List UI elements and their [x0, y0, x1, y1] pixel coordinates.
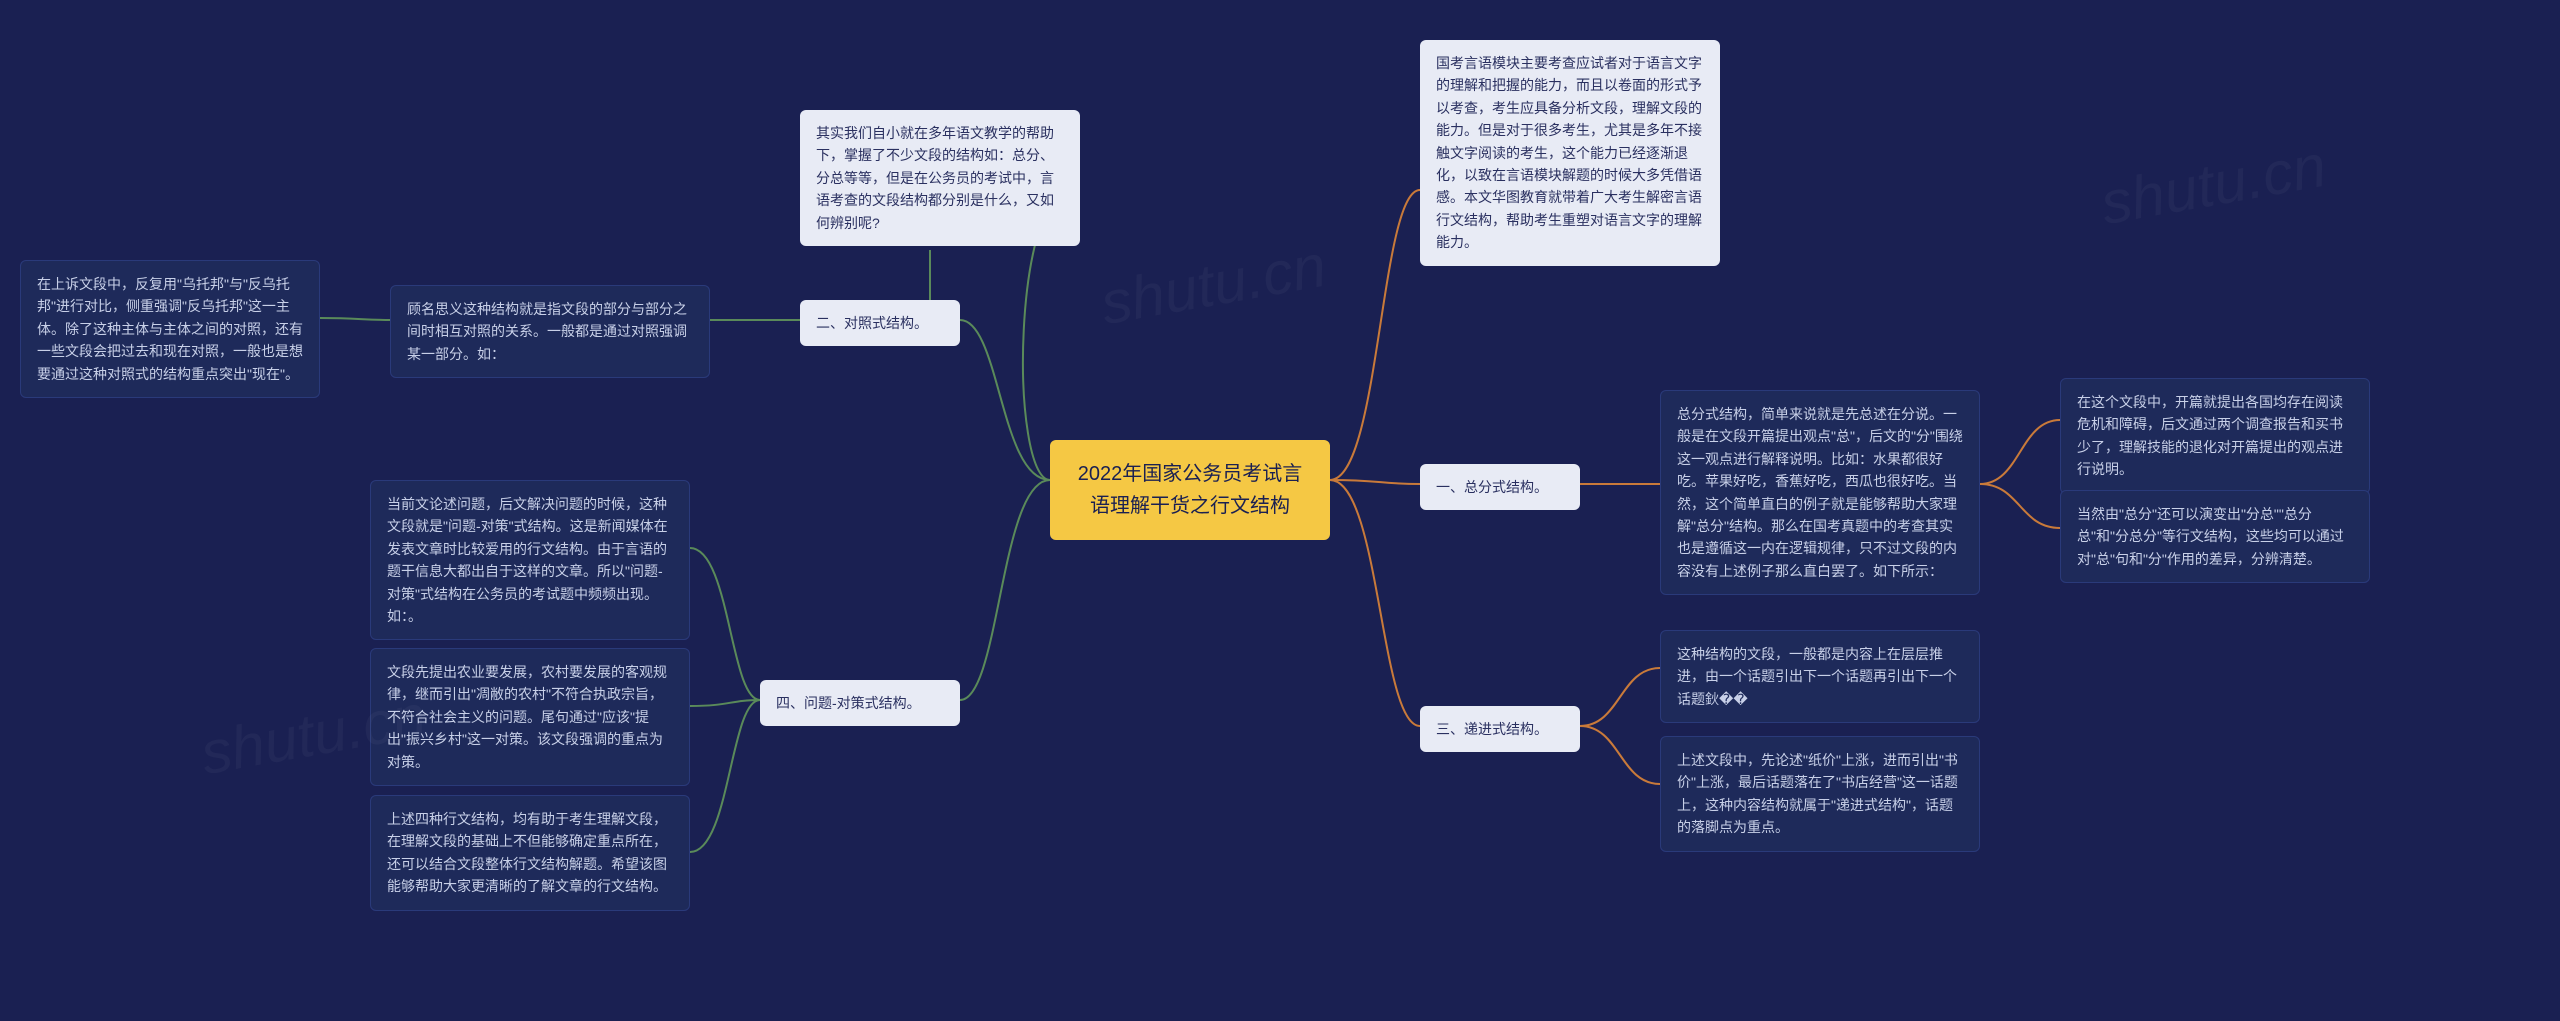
branch1-body: 总分式结构，简单来说就是先总述在分说。一般是在文段开篇提出观点"总"，后文的"分…: [1660, 390, 1980, 595]
branch2-body: 顾名思义这种结构就是指文段的部分与部分之间时相互对照的关系。一般都是通过对照强调…: [390, 285, 710, 378]
branch4-sub3: 上述四种行文结构，均有助于考生理解文段，在理解文段的基础上不但能够确定重点所在，…: [370, 795, 690, 911]
intro-node: 国考言语模块主要考查应试者对于语言文字的理解和把握的能力，而且以卷面的形式予以考…: [1420, 40, 1720, 266]
branch2-sub1: 在上诉文段中，反复用"乌托邦"与"反乌托邦"进行对比，侧重强调"反乌托邦"这一主…: [20, 260, 320, 398]
branch1-title[interactable]: 一、总分式结构。: [1420, 464, 1580, 510]
branch1-sub1: 在这个文段中，开篇就提出各国均存在阅读危机和障碍，后文通过两个调查报告和买书少了…: [2060, 378, 2370, 494]
watermark: shutu.cn: [2096, 131, 2331, 238]
root-node[interactable]: 2022年国家公务员考试言 语理解干货之行文结构: [1050, 440, 1330, 540]
branch1-sub2: 当然由"总分"还可以演变出"分总""总分总"和"分总分"等行文结构，这些均可以通…: [2060, 490, 2370, 583]
branch2-intro: 其实我们自小就在多年语文教学的帮助下，掌握了不少文段的结构如：总分、分总等等，但…: [800, 110, 1080, 246]
branch4-sub2: 文段先提出农业要发展，农村要发展的客观规律，继而引出"凋敝的农村"不符合执政宗旨…: [370, 648, 690, 786]
branch3-sub1: 这种结构的文段，一般都是内容上在层层推进，由一个话题引出下一个话题再引出下一个话…: [1660, 630, 1980, 723]
branch2-title[interactable]: 二、对照式结构。: [800, 300, 960, 346]
branch4-sub1: 当前文论述问题，后文解决问题的时候，这种文段就是"问题-对策"式结构。这是新闻媒…: [370, 480, 690, 640]
branch3-title[interactable]: 三、递进式结构。: [1420, 706, 1580, 752]
branch4-title[interactable]: 四、问题-对策式结构。: [760, 680, 960, 726]
watermark: shutu.cn: [1096, 231, 1331, 338]
branch3-sub2: 上述文段中，先论述"纸价"上涨，进而引出"书价"上涨，最后话题落在了"书店经营"…: [1660, 736, 1980, 852]
